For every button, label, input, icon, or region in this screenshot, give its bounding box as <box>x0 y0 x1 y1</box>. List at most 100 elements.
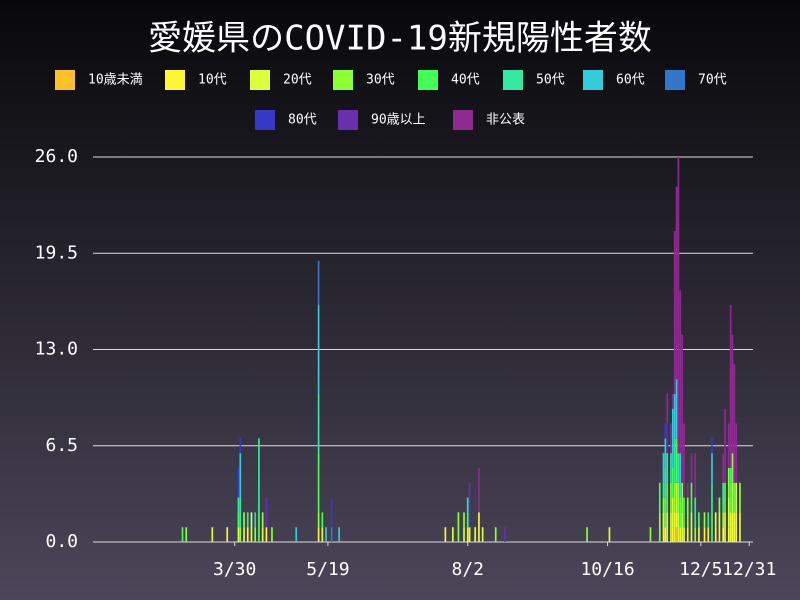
bar-segment <box>735 482 738 513</box>
bar-segment <box>671 527 674 542</box>
bar-segment <box>666 393 669 424</box>
bar-segment <box>670 512 672 542</box>
bar-segment <box>690 512 693 542</box>
bar-segment <box>254 527 257 542</box>
bar-segment <box>694 497 697 528</box>
bar-segment <box>677 482 680 513</box>
bar-segment <box>673 231 676 394</box>
bar-segment <box>664 438 667 468</box>
bar-segment <box>664 497 667 528</box>
bar-segment <box>466 512 469 528</box>
bar-segment <box>243 527 245 542</box>
bar-segment <box>711 512 713 542</box>
bar-segment <box>722 512 725 528</box>
bar-segment <box>463 527 465 542</box>
bar-segment <box>714 527 717 542</box>
bar-segment <box>666 453 669 483</box>
bar-segment <box>722 453 725 483</box>
legend-label: 80代 <box>288 113 317 128</box>
bar-segment <box>478 512 480 542</box>
bar-segment <box>671 467 674 498</box>
bar-segment <box>670 453 672 483</box>
x-tick-label: 3/30 <box>213 559 256 580</box>
bar-segment <box>731 453 734 483</box>
bar-segment <box>662 512 665 542</box>
bar-segment <box>675 379 678 439</box>
bar-segment <box>246 527 249 542</box>
bar-segment <box>681 334 683 483</box>
bar-segment <box>468 482 471 498</box>
chart-title: 愛媛県のCOVID-19新規陽性者数 <box>148 19 652 59</box>
legend-swatch <box>255 110 275 130</box>
bar-segment <box>265 527 268 542</box>
bar-segment <box>226 527 229 542</box>
bar-segment <box>468 497 471 528</box>
bar-segment <box>727 527 730 542</box>
bar-segment <box>733 512 736 542</box>
y-tick-label: 0.0 <box>45 531 78 552</box>
bar-segment <box>739 512 741 542</box>
bar-segment <box>664 423 667 439</box>
bar-segment <box>237 512 240 528</box>
legend-swatch <box>165 70 185 90</box>
bar-segment <box>666 482 669 513</box>
bar-segment <box>673 393 676 439</box>
bar-segment <box>586 527 588 542</box>
bar-segment <box>698 527 700 542</box>
bar-segment <box>729 305 732 468</box>
legend-swatch <box>418 70 438 90</box>
bar-segment <box>451 527 454 542</box>
bar-segment <box>739 482 741 513</box>
bar-segment <box>677 157 680 454</box>
y-tick-label: 6.5 <box>45 435 78 456</box>
bar-segment <box>673 482 676 513</box>
bar-segment <box>250 512 253 542</box>
x-tick-label: 8/2 <box>451 559 484 580</box>
bar-segment <box>673 512 676 542</box>
bar-segment <box>239 438 242 454</box>
bar-segment <box>711 438 713 454</box>
legend-label: 60代 <box>616 73 645 88</box>
bar-segment <box>690 482 693 513</box>
bar-segment <box>727 497 730 528</box>
bar-segment <box>474 527 477 542</box>
bar-segment <box>258 512 260 542</box>
bar-segment <box>670 423 672 454</box>
bar-segment <box>686 497 689 528</box>
bar-segment <box>649 527 652 542</box>
bar-segment <box>675 186 678 380</box>
bar-segment <box>317 527 320 542</box>
bar-segment <box>325 527 327 542</box>
bar-segment <box>731 334 734 454</box>
legend-label: 50代 <box>536 73 565 88</box>
bar-segment <box>675 512 678 528</box>
bar-segment <box>681 482 683 513</box>
bar-segment <box>729 482 732 513</box>
bar-segment <box>683 527 685 542</box>
legend-swatch <box>665 70 685 90</box>
bar-segment <box>211 527 214 542</box>
bar-segment <box>662 453 665 483</box>
bar-segment <box>729 512 732 542</box>
bar-segment <box>724 482 726 513</box>
bar-segment <box>494 527 497 542</box>
bar-segment <box>735 423 738 483</box>
bar-segment <box>686 527 689 542</box>
bar-segment <box>731 482 734 513</box>
bar-segment <box>321 512 324 528</box>
bar-segment <box>466 527 469 542</box>
bar-segment <box>504 527 506 542</box>
bar-segment <box>330 497 333 528</box>
bar-segment <box>237 497 240 513</box>
bar-segment <box>239 497 242 528</box>
bar-segment <box>679 453 682 498</box>
bar-segment <box>664 467 667 498</box>
bar-segment <box>718 497 721 513</box>
bar-segment <box>317 260 320 306</box>
bar-segment <box>724 408 726 483</box>
y-tick-label: 26.0 <box>35 146 78 167</box>
bar-segment <box>265 497 268 528</box>
x-tick-label: 12/31 <box>722 559 776 580</box>
bar-segment <box>317 512 320 528</box>
bar-segment <box>664 527 667 542</box>
